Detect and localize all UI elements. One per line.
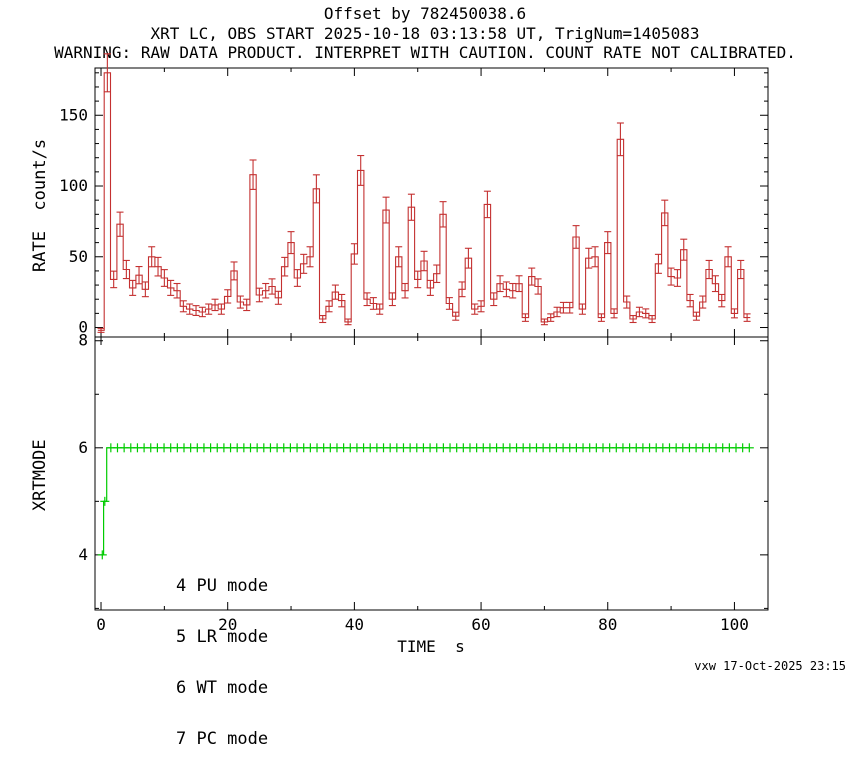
legend-item-pc-mode: 7 PC mode [176,729,269,749]
tick-labels: 0 20 40 60 80 100 0 50 100 150 4 6 8 [59,105,749,634]
legend-item-lr-mode: 5 LR mode [176,627,269,647]
x-tick-label: 20 [218,615,237,634]
plot-title-obs-start: XRT LC, OBS START 2025-10-18 03:13:58 UT… [150,24,700,43]
rate-tick-label: 150 [59,105,88,124]
mode-series [97,443,754,560]
rate-tick-label: 50 [69,247,88,266]
rate-tick-label: 100 [59,176,88,195]
x-tick-label: 40 [345,615,364,634]
x-tick-label: 80 [598,615,617,634]
axes-frame [94,67,769,611]
legend-item-pu-mode: 4 PU mode [176,576,269,596]
creation-timestamp: vxw 17-Oct-2025 23:15 [694,659,846,673]
rate-series [97,53,751,333]
rate-axis-label: RATE count/s [30,138,50,272]
xrtmode-legend: 4 PU mode 5 LR mode 6 WT mode 7 PC mode [176,544,268,765]
mode-tick-label: 6 [78,438,88,457]
x-tick-label: 0 [96,615,106,634]
mode-tick-label: 4 [78,545,88,564]
x-tick-label: 100 [720,615,749,634]
plot-title-offset: Offset by 782450038.6 [323,4,527,23]
xrtmode-axis-label: XRTMODE [30,439,50,511]
x-tick-label: 60 [471,615,490,634]
rate-tick-label: 0 [78,318,88,337]
time-axis-label: TIME s [397,637,465,656]
light-curve-chart: 0 20 40 60 80 100 0 50 100 150 4 6 8 [59,53,769,634]
legend-item-wt-mode: 6 WT mode [176,678,269,698]
plot-warning-text: WARNING: RAW DATA PRODUCT. INTERPRET WIT… [54,43,796,62]
mode-tick-label: 8 [78,331,88,350]
